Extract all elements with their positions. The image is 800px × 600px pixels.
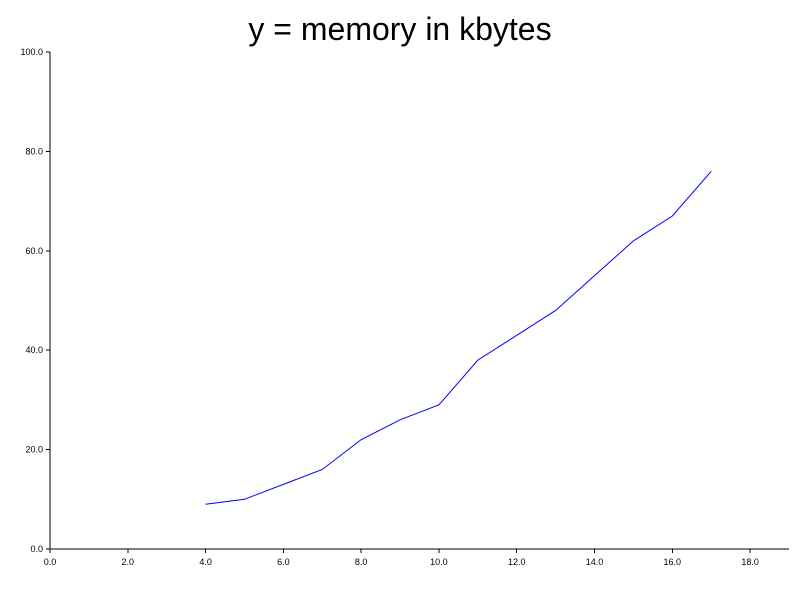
ticks: 0.0 2.0 4.0 6.0 8.0 10.0 12.0 14.0 16.0 18.0 0.0 20… [20,47,758,567]
data-point [516,335,517,336]
chart-title: y = memory in kbytes [248,11,552,47]
data-point [633,240,634,241]
axes [49,52,789,550]
y-tick-label: 20.0 [25,445,43,455]
data-point [244,499,245,500]
y-tick-label: 60.0 [25,246,43,256]
y-tick-label: 0.0 [30,544,43,554]
x-tick-label: 14.0 [586,557,604,567]
x-tick-label: 18.0 [741,557,759,567]
data-point [322,469,323,470]
x-tick-label: 0.0 [44,557,57,567]
data-point [283,484,284,485]
y-tick-label: 80.0 [25,146,43,156]
x-tick-label: 10.0 [430,557,448,567]
x-tick-label: 2.0 [122,557,135,567]
data-point [594,275,595,276]
y-tick-label: 100.0 [20,47,43,57]
data-point [555,310,556,311]
data-point [438,404,439,405]
x-tick-label: 12.0 [508,557,526,567]
series-line [205,170,712,505]
x-tick-label: 4.0 [199,557,212,567]
data-point [400,419,401,420]
x-tick-label: 6.0 [277,557,290,567]
data-point [672,216,673,217]
x-tick-label: 16.0 [664,557,682,567]
series-layer [205,170,712,505]
data-point [205,504,206,505]
y-tick-label: 40.0 [25,345,43,355]
data-point [711,171,712,172]
x-tick-label: 8.0 [355,557,368,567]
data-point [361,439,362,440]
data-point [477,360,478,361]
